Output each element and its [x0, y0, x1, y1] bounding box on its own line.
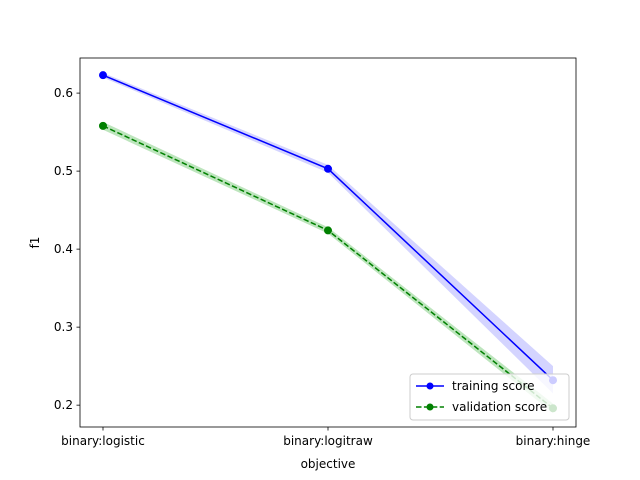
validation-score-point-1: [324, 226, 332, 235]
training-score-point-0: [99, 71, 107, 80]
x-axis-ticks: binary:logistic binary:logitraw binary:hin…: [61, 427, 590, 448]
x-tick-label-2: binary:hinge: [516, 434, 591, 448]
y-tick-label-0: 0.2: [54, 398, 73, 412]
legend-box: [409, 373, 570, 421]
x-tick-label-1: binary:logitraw: [283, 434, 373, 448]
legend-label-validation-score: validation score: [452, 400, 547, 414]
x-axis-label: objective: [301, 457, 356, 471]
y-axis-ticks: 0.2 0.3 0.4 0.5 0.6: [54, 86, 80, 412]
y-tick-label-3: 0.5: [54, 164, 73, 178]
y-axis-label: f1: [28, 237, 42, 249]
y-tick-label-2: 0.4: [54, 242, 73, 256]
y-tick-label-4: 0.6: [54, 86, 73, 100]
legend-marker-training-score: [426, 382, 434, 390]
training-score-point-1: [324, 164, 332, 173]
legend-marker-validation-score: [426, 403, 434, 411]
validation-score-point-0: [99, 121, 107, 130]
legend-label-training-score: training score: [452, 379, 535, 393]
x-tick-label-0: binary:logistic: [61, 434, 145, 448]
y-tick-label-1: 0.3: [54, 320, 73, 334]
legend: training score validation score: [409, 373, 570, 421]
